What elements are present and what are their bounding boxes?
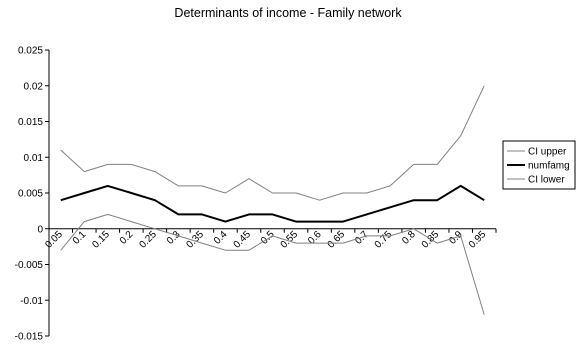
legend-label: CI upper: [528, 147, 567, 158]
x-tick-label: 0.4: [212, 229, 230, 247]
x-tick-label: 0.05: [43, 229, 65, 251]
axes: 0.025 0.02 0.015 0.01 0.005 0 -0.005 -0.01 -0.01…: [15, 46, 497, 343]
y-tick-label: 0: [37, 224, 43, 235]
y-tick-label: 0.005: [18, 189, 43, 200]
series-line-ci-upper: [60, 85, 485, 201]
series-layer: [60, 85, 485, 315]
x-tick-label: 0.55: [279, 229, 301, 251]
x-tick-label: 0.65: [326, 229, 348, 251]
series-line-numfamg: [60, 184, 485, 223]
y-tick-label: -0.015: [15, 332, 44, 343]
chart-title: Determinants of income - Family network: [174, 6, 402, 20]
x-tick-label: 0.45: [232, 229, 254, 251]
x-tick-label: 0.6: [306, 229, 324, 247]
x-tick-label: 0.5: [259, 229, 277, 247]
legend: CI upper numfamg CI lower: [502, 140, 576, 190]
x-tick-label: 0.95: [467, 229, 489, 251]
y-tick-label: -0.01: [20, 296, 43, 307]
series-line-ci-lower: [60, 213, 485, 315]
x-tick-label: 0.1: [71, 229, 89, 247]
x-tick-label: 0.25: [137, 229, 159, 251]
legend-label: CI lower: [528, 175, 565, 186]
x-tick-label: 0.35: [184, 229, 206, 251]
x-tick-label: 0.3: [165, 229, 183, 247]
y-tick-label: 0.01: [24, 153, 44, 164]
x-tick-label: 0.2: [118, 229, 136, 247]
y-tick-label: 0.025: [18, 46, 43, 57]
x-tick-label: 0.8: [400, 229, 418, 247]
y-tick-label: -0.005: [15, 260, 44, 271]
y-tick-label: 0.02: [24, 81, 44, 92]
legend-label: numfamg: [528, 161, 570, 172]
x-tick-label: 0.15: [90, 229, 112, 251]
y-tick-label: 0.015: [18, 117, 43, 128]
x-tick-label: 0.75: [373, 229, 395, 251]
